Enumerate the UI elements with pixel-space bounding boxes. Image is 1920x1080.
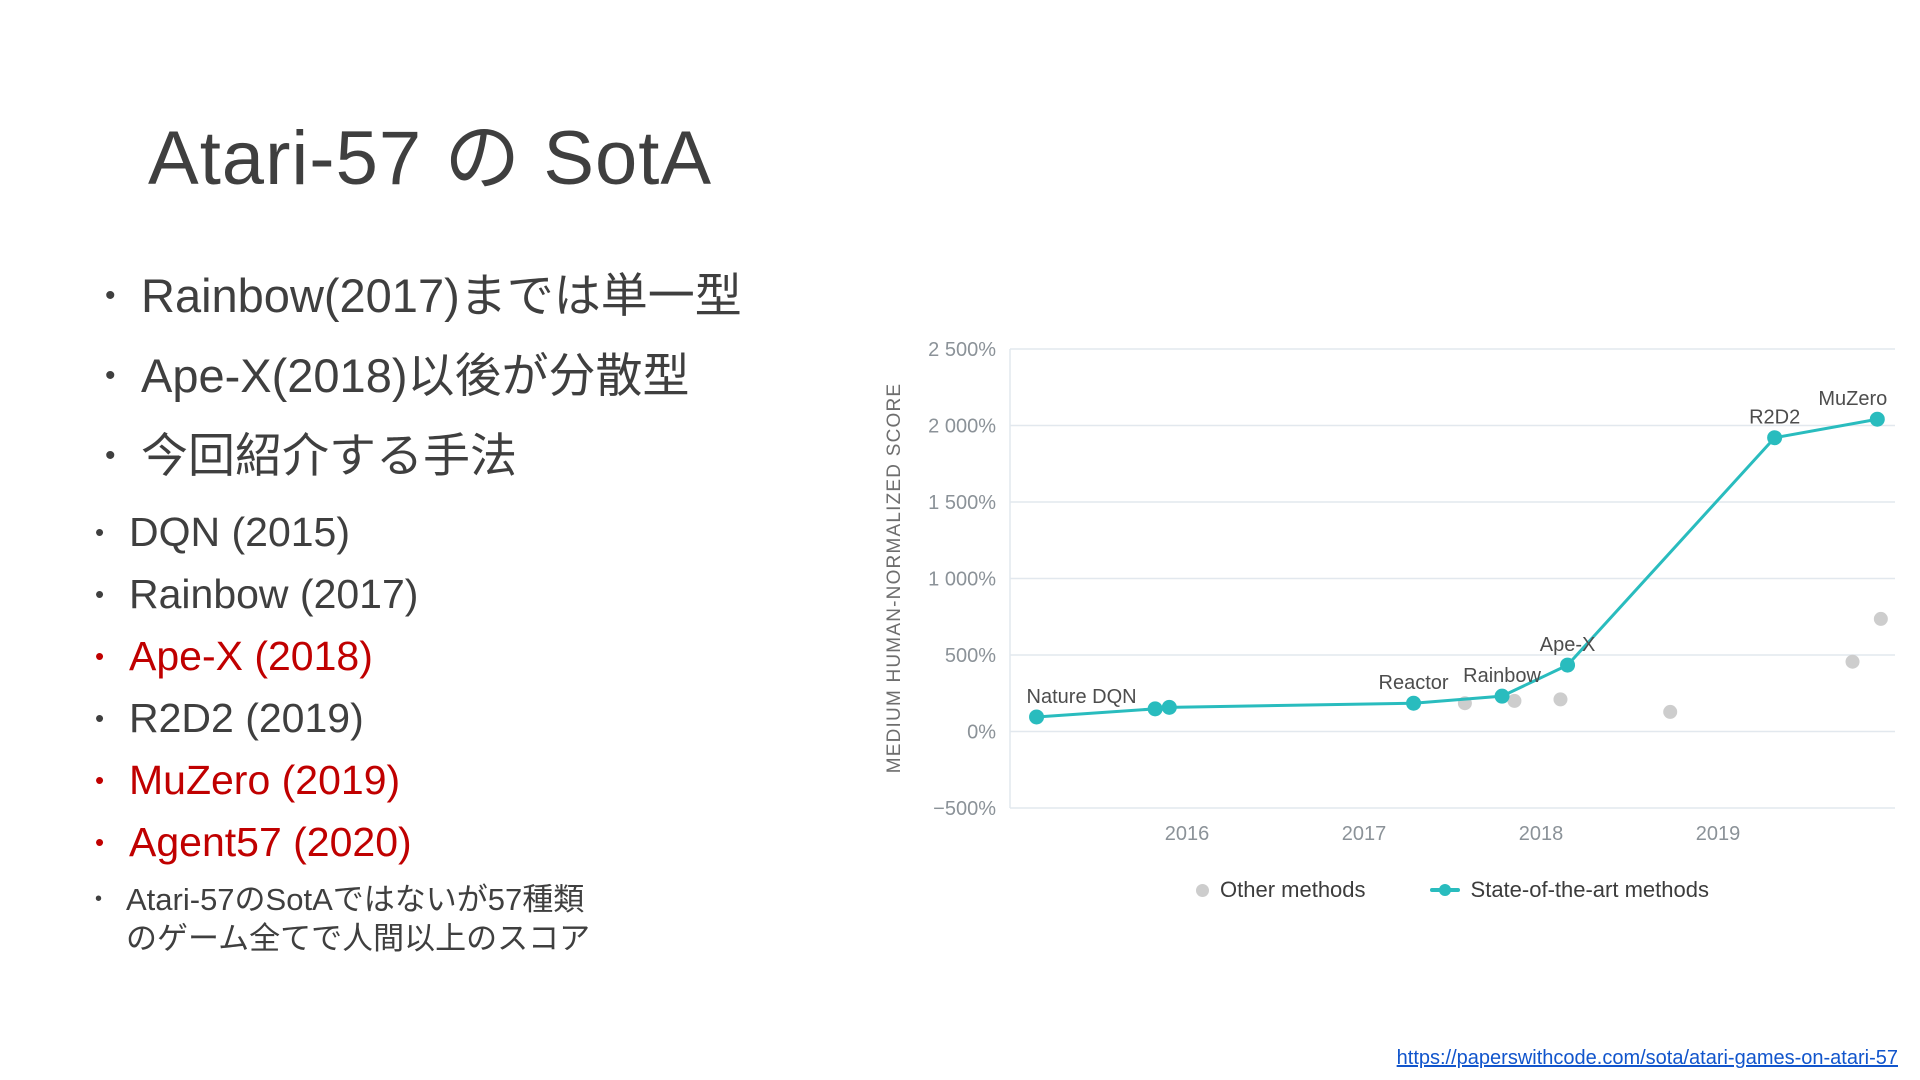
point-label: R2D2 bbox=[1749, 407, 1800, 429]
bullet-item: • MuZero (2019) bbox=[95, 756, 905, 804]
chart-plot: 2 500% 2 000% 1 500% 1 000% 500% 0% −500% 2016 2… bbox=[928, 339, 1895, 845]
bullet-icon: • bbox=[95, 579, 105, 609]
legend-label: Other methods bbox=[1220, 877, 1366, 902]
y-tick-label: 2 000% bbox=[928, 416, 996, 438]
bullet-text: Agent57 (2020) bbox=[129, 819, 412, 865]
bullet-text: 今回紹介する手法 bbox=[141, 429, 517, 482]
bullet-item: • Rainbow (2017) bbox=[95, 570, 905, 618]
bullet-icon: • bbox=[95, 517, 105, 547]
point-label: Nature DQN bbox=[1027, 686, 1137, 708]
legend-item-sota-methods: State-of-the-art methods bbox=[1429, 877, 1709, 903]
y-tick-label: 1 500% bbox=[928, 492, 996, 514]
chart-legend: Other methods State-of-the-art methods bbox=[1010, 877, 1895, 903]
data-point bbox=[1553, 692, 1568, 707]
slide-title: Atari-57 の SotA bbox=[148, 116, 713, 201]
bullet-icon: • bbox=[105, 439, 116, 472]
point-label: Reactor bbox=[1379, 672, 1449, 694]
bullet-text: Rainbow(2017)までは単一型 bbox=[141, 269, 742, 322]
bullet-item: • Atari-57のSotAではないが57種類のゲーム全てで人間以上のスコア bbox=[95, 880, 596, 958]
y-tick-label: 1 000% bbox=[928, 569, 996, 591]
bullet-text: Rainbow (2017) bbox=[129, 571, 419, 617]
point-label: MuZero bbox=[1818, 388, 1887, 410]
data-point bbox=[1147, 701, 1163, 717]
y-tick-label: −500% bbox=[933, 798, 996, 820]
bullet-text: Ape-X (2018) bbox=[129, 633, 373, 679]
y-tick-label: 2 500% bbox=[928, 339, 996, 361]
bullet-text: R2D2 (2019) bbox=[129, 695, 364, 741]
bullet-icon: • bbox=[95, 765, 105, 795]
bullet-item: • DQN (2015) bbox=[95, 508, 905, 556]
bullet-text: MuZero (2019) bbox=[129, 757, 401, 803]
data-point bbox=[1161, 699, 1177, 715]
x-tick-label: 2018 bbox=[1519, 823, 1564, 845]
bullet-list: • Rainbow(2017)までは単一型 • Ape-X(2018)以後が分散… bbox=[95, 268, 905, 958]
teal-line-dot-icon bbox=[1429, 884, 1460, 896]
bullet-list-level1: • Rainbow(2017)までは単一型 • Ape-X(2018)以後が分散… bbox=[95, 268, 905, 484]
bullet-item: • Ape-X(2018)以後が分散型 bbox=[95, 348, 905, 404]
bullet-text: Ape-X(2018)以後が分散型 bbox=[141, 349, 690, 402]
point-label: Rainbow bbox=[1463, 665, 1541, 687]
bullet-icon: • bbox=[105, 359, 116, 392]
data-point bbox=[1029, 709, 1045, 725]
legend-label: State-of-the-art methods bbox=[1470, 877, 1709, 902]
gray-dot-icon bbox=[1196, 883, 1210, 897]
y-tick-label: 0% bbox=[967, 722, 996, 744]
data-point bbox=[1507, 693, 1522, 708]
bullet-icon: • bbox=[95, 888, 103, 910]
data-point bbox=[1663, 704, 1678, 719]
data-point bbox=[1873, 611, 1888, 626]
point-label: Ape-X bbox=[1540, 634, 1596, 656]
legend-item-other-methods: Other methods bbox=[1196, 877, 1366, 903]
sota-chart: 2 500% 2 000% 1 500% 1 000% 500% 0% −500% 2016 2… bbox=[905, 335, 1905, 903]
bullet-text: DQN (2015) bbox=[129, 509, 351, 555]
bullet-item: • Agent57 (2020) bbox=[95, 818, 905, 866]
teal-dot-icon bbox=[1438, 884, 1451, 896]
sota-line bbox=[1036, 417, 1878, 719]
data-point bbox=[1560, 657, 1576, 673]
bullet-item: • Ape-X (2018) bbox=[95, 632, 905, 680]
y-tick-label: 500% bbox=[945, 645, 996, 667]
bullet-icon: • bbox=[95, 827, 105, 857]
bullet-list-level3: • Atari-57のSotAではないが57種類のゲーム全てで人間以上のスコア bbox=[95, 880, 905, 958]
x-tick-label: 2016 bbox=[1165, 823, 1210, 845]
data-point bbox=[1869, 411, 1885, 427]
data-point bbox=[1494, 688, 1510, 704]
bullet-item: • R2D2 (2019) bbox=[95, 694, 905, 742]
data-point bbox=[1845, 654, 1860, 669]
data-point bbox=[1767, 430, 1783, 446]
bullet-text: Atari-57のSotAではないが57種類のゲーム全てで人間以上のスコア bbox=[126, 882, 591, 956]
bullet-icon: • bbox=[105, 279, 116, 312]
data-point bbox=[1406, 695, 1422, 711]
bullet-list-level2: • DQN (2015) • Rainbow (2017) • Ape-X (2… bbox=[95, 508, 905, 866]
x-tick-label: 2019 bbox=[1696, 823, 1741, 845]
bullet-item: • Rainbow(2017)までは単一型 bbox=[95, 268, 905, 324]
x-tick-label: 2017 bbox=[1342, 823, 1387, 845]
source-link[interactable]: https://paperswithcode.com/sota/atari-ga… bbox=[1396, 1047, 1898, 1069]
y-axis-label: MEDIUM HUMAN-NORMALIZED SCORE bbox=[884, 382, 905, 774]
bullet-item: • 今回紹介する手法 bbox=[95, 428, 905, 484]
bullet-icon: • bbox=[95, 641, 105, 671]
bullet-icon: • bbox=[95, 703, 105, 733]
